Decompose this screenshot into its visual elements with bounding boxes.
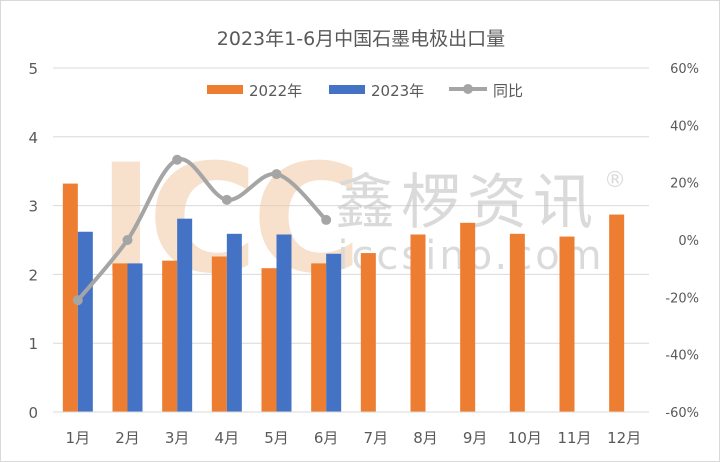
line-series [72, 154, 332, 306]
bar-a-4 [211, 256, 227, 412]
x-tick-label: 4月 [215, 429, 240, 447]
y-tick-label: 5 [28, 60, 38, 78]
bar-a-5 [261, 268, 277, 412]
yoy-point-6 [321, 214, 332, 225]
bar-b-3 [177, 218, 193, 412]
x-tick-label: 3月 [165, 429, 190, 447]
legend-swatch-1 [207, 85, 243, 94]
yoy-point-4 [221, 194, 232, 205]
yoy-point-2 [122, 235, 133, 245]
y-axis-right: -60% -40% -20% 0% 20% 40% 60% [665, 62, 699, 421]
legend: 2022年 2023年 同比 [207, 82, 523, 100]
bar-a-1 [62, 183, 78, 412]
bar-a-7 [360, 253, 376, 412]
y-tick-label: 3 [28, 198, 38, 216]
bar-a-3 [162, 260, 178, 412]
y2-tick-label: 20% [670, 177, 699, 192]
y-tick-label: 2 [28, 266, 38, 284]
x-tick-label: 2月 [115, 429, 140, 447]
x-axis: 1月 2月 3月 4月 5月 6月 7月 8月 9月 10月 11月 12月 [53, 411, 649, 447]
bar-a-6 [311, 263, 327, 412]
yoy-point-1 [72, 295, 83, 306]
x-tick-label: 5月 [264, 429, 289, 447]
bar-b-2 [127, 263, 143, 412]
legend-label-2: 2023年 [371, 82, 424, 100]
y-tick-label: 1 [28, 335, 38, 353]
bar-b-4 [226, 233, 242, 412]
legend-swatch-2 [329, 85, 365, 94]
x-tick-label: 7月 [364, 429, 389, 447]
x-tick-label: 6月 [314, 429, 339, 447]
bar-b-5 [276, 234, 292, 412]
y2-tick-label: 0% [678, 234, 699, 249]
x-tick-label: 11月 [557, 429, 591, 447]
legend-label-1: 2022年 [249, 82, 302, 100]
y2-tick-label: -20% [665, 291, 699, 306]
watermark-mark: ® [604, 168, 626, 193]
bar-a-8 [410, 234, 426, 412]
bar-b-6 [326, 253, 342, 412]
y-axis-left: 0 1 2 3 4 5 [28, 60, 38, 422]
y2-tick-label: -60% [665, 406, 699, 421]
y2-tick-label: -40% [665, 349, 699, 364]
y2-tick-label: 60% [670, 62, 699, 77]
bar-a-11 [559, 236, 575, 412]
yoy-point-3 [172, 154, 183, 165]
legend-label-3: 同比 [493, 82, 523, 100]
x-tick-label: 9月 [463, 429, 488, 447]
y-tick-label: 0 [28, 404, 38, 422]
legend-marker [463, 84, 473, 94]
bar-a-12 [609, 214, 625, 412]
bar-b-1 [77, 231, 93, 412]
bars [62, 183, 625, 412]
y-tick-label: 4 [28, 129, 38, 147]
y2-tick-label: 40% [670, 119, 699, 134]
yoy-point-5 [271, 169, 282, 180]
x-tick-label: 12月 [607, 429, 641, 447]
x-tick-label: 8月 [413, 429, 438, 447]
bar-a-2 [112, 263, 128, 412]
chart-title: 2023年1-6月中国石墨电极出口量 [217, 28, 505, 50]
x-tick-label: 1月 [66, 429, 91, 447]
bar-a-9 [460, 222, 476, 412]
x-tick-label: 10月 [508, 429, 542, 447]
bar-a-10 [509, 233, 525, 412]
